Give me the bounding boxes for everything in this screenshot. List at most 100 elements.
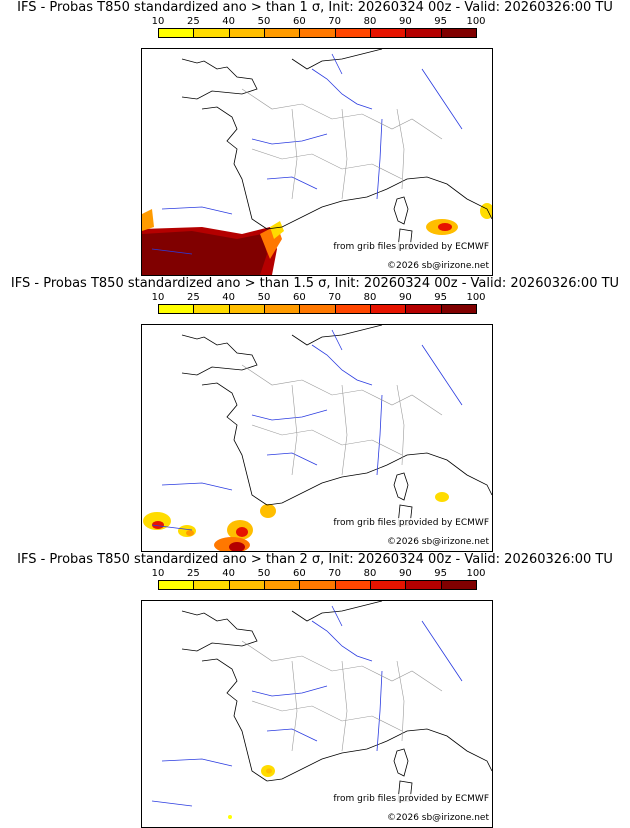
river-meuse	[331, 53, 343, 75]
rivers	[151, 53, 463, 255]
prob-area-catalonia-core	[266, 768, 272, 774]
prob-area-iberia-center	[178, 525, 196, 537]
river-rhone	[376, 118, 383, 200]
legend-tick-label: 70	[328, 568, 342, 579]
coastlines	[181, 601, 492, 802]
data-source-credit: from grib files provided by ECMWF	[333, 794, 489, 805]
legend-swatch	[300, 305, 336, 313]
legend-tick-label: 100	[466, 568, 486, 579]
map-panel-1-5-sigma: IFS - Probas T850 standardized ano > tha…	[0, 276, 630, 552]
coast-corsica	[393, 196, 409, 225]
legend-swatch	[441, 29, 476, 37]
prob-area-catalonia-edge	[270, 221, 284, 239]
legend-swatch	[370, 305, 407, 313]
legend-tick-label: 10	[151, 16, 165, 27]
copyright-credit: ©2026 sb@irizone.net	[387, 261, 489, 272]
legend-swatch	[264, 581, 301, 589]
prob-area-corsica	[435, 492, 449, 502]
river-ebro	[161, 206, 233, 215]
legend-tick-label: 10	[151, 568, 165, 579]
legend-tick-label: 80	[363, 292, 377, 303]
legend-tick-labels: 10 25 40 50 60 70 80 90 95 100	[152, 292, 486, 304]
prob-area-iberia-west	[143, 512, 171, 530]
legend-tick-label: 60	[292, 16, 306, 27]
legend-tick-label: 80	[363, 16, 377, 27]
panel-title: IFS - Probas T850 standardized ano > tha…	[17, 0, 613, 15]
legend-swatch	[441, 581, 476, 589]
copyright-credit: ©2026 sb@irizone.net	[387, 537, 489, 548]
coast-med-north	[266, 176, 492, 230]
prob-area-italy-east	[480, 203, 492, 219]
probability-color-legend	[158, 304, 477, 314]
border-north	[241, 88, 443, 140]
legend-swatch	[406, 581, 442, 589]
probability-map[interactable]: from grib files provided by ECMWF ©2026 …	[141, 48, 493, 276]
legend-swatch	[159, 29, 195, 37]
regional-borders	[241, 88, 443, 200]
legend-swatch	[406, 305, 442, 313]
panel-title: IFS - Probas T850 standardized ano > tha…	[17, 552, 613, 567]
legend-swatch	[194, 29, 230, 37]
legend-tick-label: 95	[434, 568, 448, 579]
legend-swatch	[229, 305, 265, 313]
legend-tick-label: 50	[257, 568, 271, 579]
border-east	[396, 108, 405, 190]
legend-swatch	[335, 305, 371, 313]
legend-swatch	[335, 581, 371, 589]
border-west	[291, 108, 298, 200]
border-center	[251, 148, 403, 180]
legend-swatch	[159, 581, 195, 589]
legend-swatch	[300, 29, 336, 37]
legend-tick-label: 70	[328, 16, 342, 27]
legend-tick-label: 60	[292, 292, 306, 303]
legend-swatch	[264, 29, 301, 37]
legend-tick-labels: 10 25 40 50 60 70 80 90 95 100	[152, 568, 486, 580]
legend-tick-label: 25	[186, 292, 200, 303]
prob-area-ebro-core	[236, 527, 248, 537]
coast-channel	[291, 49, 383, 70]
legend-tick-label: 100	[466, 292, 486, 303]
legend-tick-labels: 10 25 40 50 60 70 80 90 95 100	[152, 16, 486, 28]
prob-area-italy-core	[438, 223, 452, 231]
river-douro	[151, 248, 193, 255]
legend-swatch	[229, 29, 265, 37]
legend-tick-label: 40	[222, 292, 236, 303]
probability-shading	[228, 765, 275, 819]
map-drawing	[143, 325, 492, 551]
panel-title: IFS - Probas T850 standardized ano > tha…	[10, 276, 620, 291]
legend-swatch	[194, 305, 230, 313]
prob-area-iberia-west-core	[152, 521, 164, 529]
coastlines	[181, 49, 492, 250]
probability-map[interactable]: from grib files provided by ECMWF ©2026 …	[141, 600, 493, 828]
river-seine	[311, 68, 373, 110]
legend-tick-label: 80	[363, 568, 377, 579]
border-middle	[341, 108, 348, 200]
data-source-credit: from grib files provided by ECMWF	[333, 518, 489, 529]
map-drawing	[142, 49, 492, 275]
legend-tick-label: 100	[466, 16, 486, 27]
legend-swatch	[335, 29, 371, 37]
legend-tick-label: 95	[434, 16, 448, 27]
probability-map[interactable]: from grib files provided by ECMWF ©2026 …	[141, 324, 493, 552]
legend-tick-label: 90	[398, 292, 412, 303]
copyright-credit: ©2026 sb@irizone.net	[387, 813, 489, 824]
rivers	[151, 329, 463, 531]
legend-swatch	[159, 305, 195, 313]
river-garonne	[266, 176, 318, 190]
river-rhine	[421, 68, 463, 130]
coast-france-west	[201, 106, 268, 230]
regional-borders	[241, 364, 443, 476]
legend-tick-label: 70	[328, 292, 342, 303]
legend-swatch	[441, 305, 476, 313]
legend-tick-label: 60	[292, 568, 306, 579]
legend-tick-label: 40	[222, 16, 236, 27]
prob-area-iberia-south-core	[229, 542, 245, 551]
legend-tick-label: 25	[186, 16, 200, 27]
probability-color-legend	[158, 28, 477, 38]
prob-area-biscay	[142, 209, 154, 231]
prob-area-catalonia	[260, 504, 276, 518]
legend-swatch	[194, 581, 230, 589]
legend-tick-label: 50	[257, 16, 271, 27]
legend-tick-label: 40	[222, 568, 236, 579]
river-loire	[251, 133, 328, 145]
